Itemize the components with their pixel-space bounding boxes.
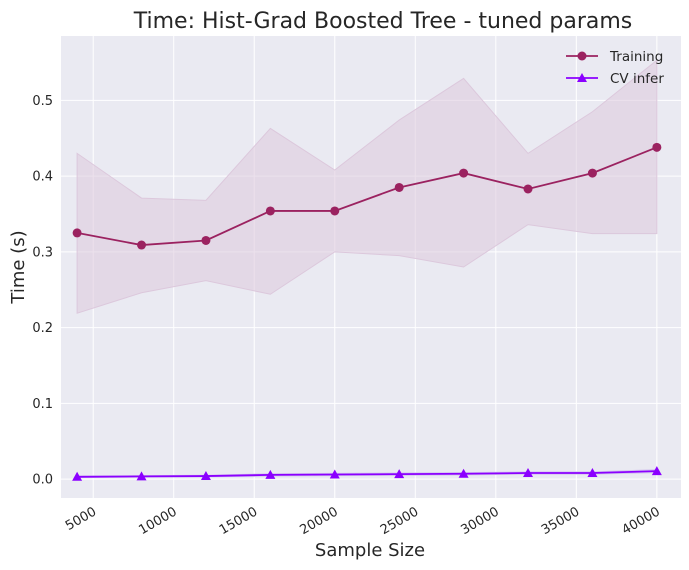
point-1-1	[136, 471, 147, 481]
y-axis-label: Time (s)	[8, 230, 29, 304]
point-0-2	[201, 235, 211, 245]
x-tick-label: 40000	[620, 504, 663, 538]
series-line-1	[77, 470, 657, 478]
point-1-3	[265, 469, 276, 479]
y-tick-labels: 0.0 0.1 0.2 0.3 0.4 0.5	[32, 94, 53, 488]
x-tick-label: 20000	[297, 504, 340, 538]
point-0-8	[587, 168, 597, 178]
y-tick-label: 0.0	[32, 473, 53, 488]
point-0-6	[459, 168, 469, 178]
x-axis-label: Sample Size	[315, 540, 425, 561]
x-tick-label: 25000	[378, 504, 421, 538]
x-tick-label: 5000	[63, 504, 99, 534]
series-markers	[72, 142, 662, 481]
series-lines	[76, 146, 658, 478]
point-1-2	[200, 471, 211, 481]
x-tick-label: 10000	[136, 504, 179, 538]
y-tick-label: 0.3	[32, 245, 53, 260]
point-1-8	[587, 468, 598, 478]
y-tick-label: 0.4	[32, 170, 53, 185]
point-0-5	[394, 182, 404, 192]
point-1-0	[72, 471, 83, 481]
legend-label-1: CV infer	[610, 71, 664, 87]
chart-title: Time: Hist-Grad Boosted Tree - tuned par…	[133, 9, 633, 34]
point-0-4	[330, 206, 340, 216]
x-tick-label: 30000	[458, 504, 501, 538]
legend-marker-0	[577, 51, 587, 61]
y-tick-label: 0.2	[32, 321, 53, 336]
legend-marker-1	[577, 73, 587, 82]
y-tick-label: 0.5	[32, 94, 53, 109]
point-0-9	[652, 142, 662, 152]
point-1-4	[329, 469, 340, 479]
band-0	[76, 59, 658, 314]
x-tick-label: 35000	[539, 504, 582, 538]
point-1-6	[458, 468, 469, 478]
point-1-9	[651, 466, 662, 476]
point-0-7	[523, 184, 533, 194]
point-0-0	[72, 228, 82, 238]
legend-label-0: Training	[609, 49, 663, 65]
point-0-3	[265, 206, 275, 216]
point-0-1	[137, 240, 147, 250]
point-1-5	[394, 469, 405, 479]
x-tick-labels: 5000 10000 15000 20000 25000 30000 35000 40000	[63, 504, 663, 538]
legend: Training CV infer	[566, 49, 664, 87]
x-tick-label: 15000	[217, 504, 260, 538]
series-line-0	[76, 146, 658, 246]
point-1-7	[523, 468, 534, 478]
y-tick-label: 0.1	[32, 397, 53, 412]
